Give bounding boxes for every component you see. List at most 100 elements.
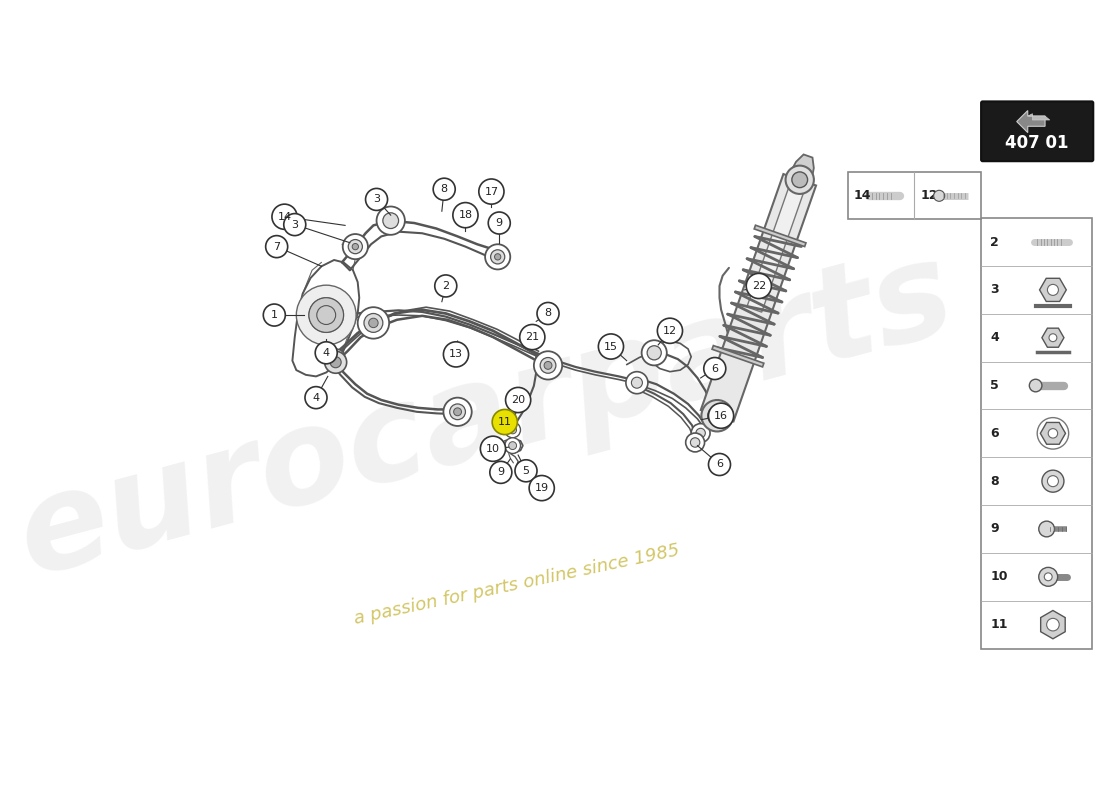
Text: 7: 7 — [273, 242, 280, 252]
Polygon shape — [1041, 422, 1066, 444]
Circle shape — [324, 351, 346, 374]
Circle shape — [309, 298, 343, 332]
Circle shape — [450, 404, 465, 420]
Text: 3: 3 — [373, 194, 381, 205]
Circle shape — [296, 285, 356, 345]
Circle shape — [696, 428, 705, 438]
Text: 6: 6 — [716, 459, 723, 470]
Circle shape — [284, 214, 306, 236]
Text: 9: 9 — [496, 218, 503, 228]
Circle shape — [508, 426, 517, 434]
Circle shape — [1038, 567, 1057, 586]
Circle shape — [481, 436, 506, 462]
Circle shape — [433, 178, 455, 200]
Circle shape — [364, 314, 383, 332]
Circle shape — [746, 274, 771, 298]
Polygon shape — [1041, 610, 1065, 638]
Circle shape — [478, 179, 504, 204]
Circle shape — [1048, 429, 1057, 438]
Circle shape — [691, 438, 700, 447]
Circle shape — [529, 475, 554, 501]
Circle shape — [376, 206, 405, 235]
Text: 2: 2 — [990, 235, 999, 249]
Circle shape — [641, 340, 667, 366]
Circle shape — [488, 212, 510, 234]
Bar — [848, 172, 981, 219]
Circle shape — [704, 358, 726, 379]
Circle shape — [544, 362, 552, 370]
Polygon shape — [789, 154, 814, 184]
Text: eurocarparts: eurocarparts — [4, 230, 966, 602]
Text: 21: 21 — [525, 332, 539, 342]
Bar — [981, 218, 1091, 649]
Circle shape — [519, 325, 544, 350]
Text: 18: 18 — [459, 210, 473, 220]
Circle shape — [434, 275, 456, 297]
Polygon shape — [747, 177, 807, 312]
Circle shape — [785, 166, 814, 194]
Polygon shape — [1027, 114, 1049, 120]
Circle shape — [453, 408, 462, 416]
Circle shape — [453, 202, 478, 228]
Text: 6: 6 — [990, 427, 999, 440]
Circle shape — [443, 398, 472, 426]
Text: 4: 4 — [990, 331, 999, 344]
Circle shape — [1044, 573, 1052, 581]
Circle shape — [508, 442, 517, 450]
Circle shape — [1047, 476, 1058, 486]
Text: 9: 9 — [497, 467, 505, 478]
Text: 14: 14 — [277, 212, 292, 222]
Polygon shape — [755, 226, 806, 246]
Circle shape — [1042, 470, 1064, 492]
Circle shape — [691, 423, 711, 442]
Circle shape — [647, 346, 661, 360]
Text: 1: 1 — [271, 310, 278, 320]
Circle shape — [537, 302, 559, 325]
Circle shape — [702, 400, 733, 431]
Circle shape — [316, 342, 338, 364]
Circle shape — [368, 318, 378, 328]
Polygon shape — [701, 174, 816, 422]
Circle shape — [343, 234, 367, 259]
Text: 8: 8 — [990, 474, 999, 488]
Circle shape — [1047, 284, 1058, 295]
Text: 17: 17 — [484, 186, 498, 197]
Circle shape — [305, 386, 327, 409]
Circle shape — [934, 190, 945, 202]
Text: 16: 16 — [714, 410, 728, 421]
Text: 11: 11 — [990, 618, 1008, 631]
FancyBboxPatch shape — [981, 102, 1093, 162]
Circle shape — [505, 438, 520, 454]
Circle shape — [515, 460, 537, 482]
Circle shape — [1049, 334, 1057, 342]
Text: 6: 6 — [712, 363, 718, 374]
Circle shape — [658, 318, 682, 343]
Text: 12: 12 — [921, 190, 938, 202]
Circle shape — [1038, 521, 1055, 537]
Text: 15: 15 — [604, 342, 618, 351]
Circle shape — [495, 254, 500, 260]
Circle shape — [598, 334, 624, 359]
Text: 407 01: 407 01 — [1005, 134, 1069, 152]
Circle shape — [358, 307, 389, 338]
Text: 12: 12 — [663, 326, 676, 336]
Circle shape — [1046, 618, 1059, 631]
Circle shape — [349, 239, 362, 254]
Polygon shape — [1040, 278, 1066, 302]
Polygon shape — [1042, 328, 1064, 347]
Circle shape — [540, 358, 556, 374]
Circle shape — [708, 403, 734, 428]
Circle shape — [490, 462, 512, 483]
Circle shape — [685, 433, 704, 452]
Text: 20: 20 — [512, 395, 525, 405]
Circle shape — [491, 250, 505, 264]
Circle shape — [266, 236, 288, 258]
Polygon shape — [712, 346, 763, 367]
Circle shape — [309, 298, 343, 332]
Polygon shape — [1016, 110, 1045, 133]
Text: 2: 2 — [442, 281, 449, 291]
Circle shape — [331, 354, 340, 363]
Text: 4: 4 — [312, 393, 320, 402]
Text: 10: 10 — [990, 570, 1008, 583]
Circle shape — [485, 244, 510, 270]
